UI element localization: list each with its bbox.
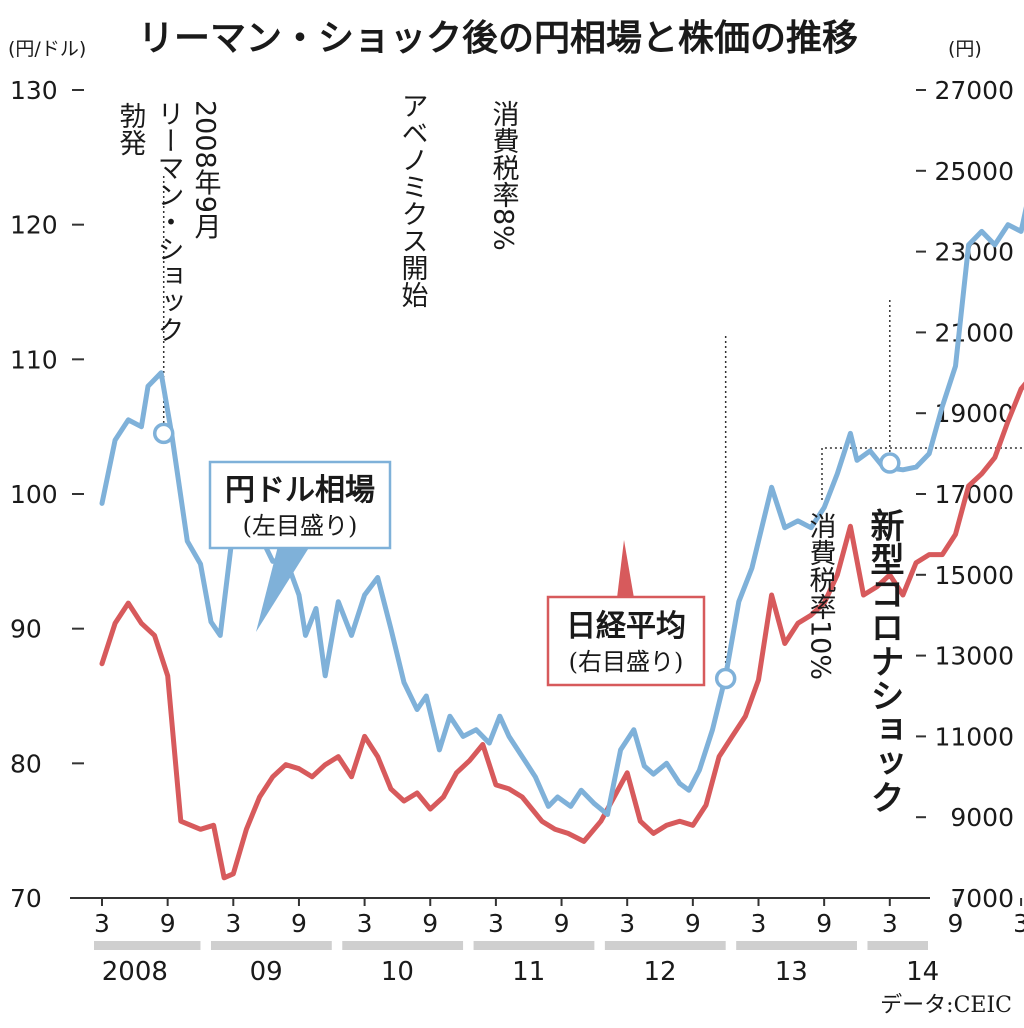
x-month-label: 3 [225, 909, 241, 938]
x-month-label: 3 [882, 909, 898, 938]
right-tick-label: 15000 [934, 561, 1014, 590]
left-tick-label: 130 [10, 76, 58, 105]
annotation-lehman-name: リーマン・ショック [153, 100, 184, 343]
legend-nikkei-axis: (右目盛り) [569, 648, 684, 676]
right-tick-label: 21000 [934, 318, 1014, 347]
event-marker [714, 667, 737, 690]
series-nikkei-line [99, 381, 1024, 881]
x-month-label: 9 [291, 909, 307, 938]
legend-usdjpy-label: 円ドル相場 [225, 473, 375, 508]
right-tick-label: 13000 [934, 642, 1014, 671]
legend-nikkei-pointer [617, 540, 634, 598]
x-year-label: 14 [906, 957, 939, 987]
legend-nikkei: 日経平均 (右目盛り) [546, 540, 706, 687]
source-label: データ:CEIC [880, 993, 1012, 1018]
x-month-label: 9 [947, 909, 963, 938]
right-tick-label: 19000 [934, 399, 1014, 428]
legend-nikkei-label: 日経平均 [566, 609, 686, 644]
x-month-label: 3 [94, 909, 110, 938]
annotation-lehman-outbreak: 勃発 [115, 102, 147, 156]
annotation-abenomics: アベノミクス開始 [397, 92, 428, 308]
legend-usdjpy-axis: (左目盛り) [243, 512, 358, 540]
right-tick-label: 17000 [934, 480, 1014, 509]
series-group [99, 206, 1024, 881]
year-band [604, 941, 726, 950]
year-band [473, 941, 595, 950]
x-month-label: 9 [554, 909, 570, 938]
left-tick-label: 120 [10, 211, 58, 240]
x-month-label: 9 [422, 909, 438, 938]
left-tick-label: 70 [10, 884, 42, 913]
x-month-label: 3 [1013, 909, 1024, 938]
year-band [210, 941, 332, 950]
year-band [342, 941, 464, 950]
legend-usdjpy-box [208, 460, 392, 550]
event-marker [879, 452, 901, 474]
right-tick-label: 25000 [934, 157, 1014, 186]
x-axis: 3939393939393939393939393月20080910111213… [70, 897, 1024, 987]
year-band [94, 941, 201, 950]
left-tick-label: 90 [10, 615, 42, 644]
left-tick-label: 80 [10, 749, 42, 778]
left-axis-unit: (円/ドル) [8, 38, 86, 60]
event-markers [152, 422, 901, 690]
right-tick-label: 7000 [950, 884, 1014, 913]
legend-usdjpy: 円ドル相場 (左目盛り) [208, 460, 392, 632]
legend-nikkei-box [546, 595, 706, 687]
right-tick-label: 9000 [950, 803, 1014, 832]
left-tick-label: 110 [10, 345, 58, 374]
annotation-tax-8: 消費税率8% [488, 100, 520, 251]
annotation-tax-10: 消費税率10% [805, 512, 837, 680]
x-year-label: 09 [250, 957, 283, 987]
x-month-label: 3 [357, 909, 373, 938]
right-tick-label: 27000 [934, 76, 1014, 105]
annotation-lehman-date: 2008年9月 [190, 100, 222, 240]
year-band [867, 941, 928, 950]
x-year-label: 13 [775, 957, 808, 987]
x-month-label: 3 [619, 909, 635, 938]
x-month-label: 3 [751, 909, 767, 938]
x-month-label: 9 [816, 909, 832, 938]
x-year-label: 10 [381, 957, 414, 987]
x-year-label: 12 [643, 957, 676, 987]
x-month-label: 3 [488, 909, 504, 938]
x-year-label: 11 [512, 957, 545, 987]
year-band [736, 941, 857, 950]
x-month-label: 9 [685, 909, 701, 938]
left-axis: 130 120 110 100 90 80 70 [10, 76, 84, 913]
x-year-label: 2008 [102, 957, 168, 987]
left-tick-label: 100 [10, 480, 58, 509]
annotation-corona: 新型コロナショック [864, 508, 904, 814]
x-month-label: 9 [160, 909, 176, 938]
legend-usdjpy-pointer [256, 546, 310, 632]
right-axis-unit: (円) [948, 38, 982, 60]
right-tick-label: 11000 [934, 722, 1014, 751]
event-marker [152, 422, 175, 445]
right-axis: 2700025000230002100019000170001500013000… [916, 76, 1014, 913]
chart-title: リーマン・ショック後の円相場と株価の推移 [138, 18, 858, 59]
series-usdjpy-line [99, 206, 1024, 817]
